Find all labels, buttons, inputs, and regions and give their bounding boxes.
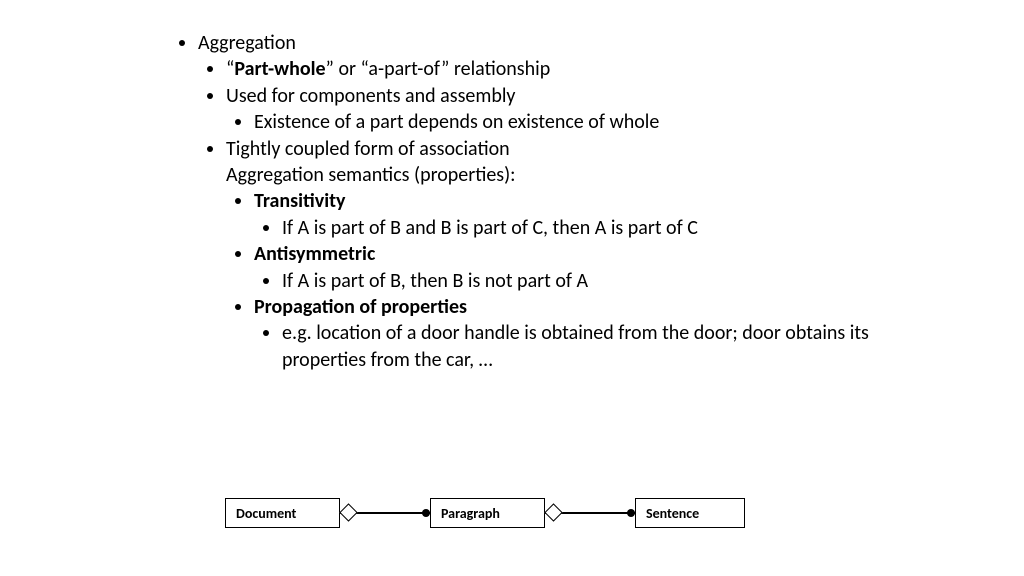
bullet-antisymmetric: Antisymmetric If A is part of B, then B …	[254, 241, 870, 294]
bullet-transitivity: Transitivity If A is part of B and B is …	[254, 188, 870, 241]
aggregation-diamond-icon	[339, 503, 357, 521]
aggregation-diamond-icon	[544, 503, 562, 521]
bullet-propagation: Propagation of properties e.g. location …	[254, 294, 870, 373]
bullet-transitivity-def: If A is part of B and B is part of C, th…	[282, 215, 870, 241]
association-dot-icon	[627, 509, 635, 517]
bullet-tightly-coupled: Tightly coupled form of association	[226, 136, 870, 162]
bullet-aggregation: Aggregation “Part-whole” or “a-part-of” …	[198, 30, 870, 373]
slide-text-body: Aggregation “Part-whole” or “a-part-of” …	[170, 30, 870, 373]
bullet-antisymmetric-def: If A is part of B, then B is not part of…	[282, 268, 870, 294]
aggregation-diagram: Document Paragraph Sentence	[225, 498, 845, 538]
association-dot-icon	[422, 509, 430, 517]
bullet-existence: Existence of a part depends on existence…	[254, 109, 870, 135]
bullet-part-whole: “Part-whole” or “a-part-of” relationship	[226, 56, 870, 82]
text-semantics-header: Aggregation semantics (properties): Tran…	[226, 162, 870, 373]
bullet-components: Used for components and assembly Existen…	[226, 83, 870, 136]
uml-box-paragraph: Paragraph	[430, 498, 545, 528]
uml-box-document: Document	[225, 498, 340, 528]
bullet-propagation-def: e.g. location of a door handle is obtain…	[282, 320, 870, 373]
uml-box-sentence: Sentence	[635, 498, 745, 528]
